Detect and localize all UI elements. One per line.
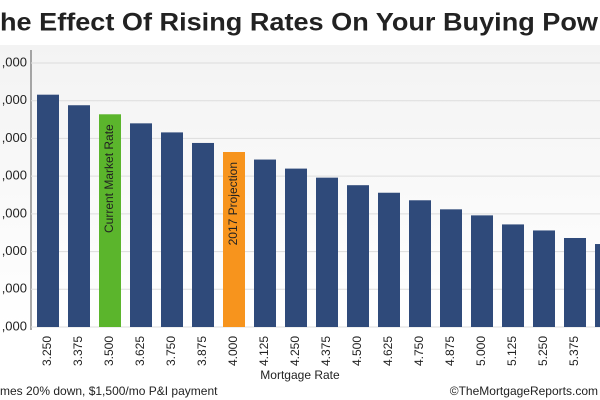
y-tick-label: ,000 [2, 243, 27, 258]
x-tick-label: 4.125 [257, 336, 271, 366]
x-tick-label: 4.875 [443, 336, 457, 366]
y-tick-label: ,000 [2, 168, 27, 183]
y-tick-label: ,000 [2, 281, 27, 296]
bar [564, 237, 586, 327]
bar [192, 142, 214, 327]
x-tick-label: 4.375 [319, 336, 333, 366]
bar [440, 209, 462, 327]
x-tick-label: 5.125 [505, 336, 519, 366]
source: ©TheMortgageReports.com [450, 384, 598, 398]
x-tick-label: 3.375 [71, 336, 85, 366]
x-tick-label: 5.250 [536, 336, 550, 366]
bar [378, 192, 400, 327]
footnote: mes 20% down, $1,500/mo P&I payment [0, 384, 218, 398]
y-tick-label: ,000 [2, 205, 27, 220]
x-tick-label: 3.500 [102, 336, 116, 366]
bar [285, 168, 307, 327]
bar [533, 230, 555, 327]
x-tick-label: 3.875 [195, 336, 209, 366]
bar [595, 244, 600, 327]
x-axis-label: Mortgage Rate [260, 368, 340, 382]
bar-annotation: 2017 Projection [226, 162, 240, 245]
bar [161, 132, 183, 327]
bar [254, 159, 276, 327]
bar [347, 185, 369, 327]
x-tick-label: 4.750 [412, 336, 426, 366]
bar-annotation: Current Market Rate [102, 124, 116, 233]
y-tick-label: ,000 [2, 92, 27, 107]
y-tick-label: ,000 [2, 54, 27, 69]
x-tick-label: 4.625 [381, 336, 395, 366]
x-tick-label: 5.375 [567, 336, 581, 366]
bar [99, 114, 121, 327]
bar [316, 177, 338, 327]
bar [409, 200, 431, 327]
x-tick-label: 4.000 [226, 336, 240, 366]
bar [130, 123, 152, 327]
x-tick-label: 3.750 [164, 336, 178, 366]
bar [223, 152, 245, 327]
x-tick-label: 5.500 [598, 336, 600, 366]
x-tick-label: 4.250 [288, 336, 302, 366]
y-tick-label: ,000 [2, 130, 27, 145]
bar [502, 224, 524, 327]
x-tick-label: 3.250 [40, 336, 54, 366]
x-tick-label: 3.625 [133, 336, 147, 366]
bar [471, 215, 493, 327]
bar [37, 94, 59, 328]
chart-title: he Effect Of Rising Rates On Your Buying… [0, 9, 599, 37]
bar [68, 105, 90, 328]
x-tick-label: 5.000 [474, 336, 488, 366]
y-tick-label: ,000 [2, 318, 27, 333]
x-tick-label: 4.500 [350, 336, 364, 366]
